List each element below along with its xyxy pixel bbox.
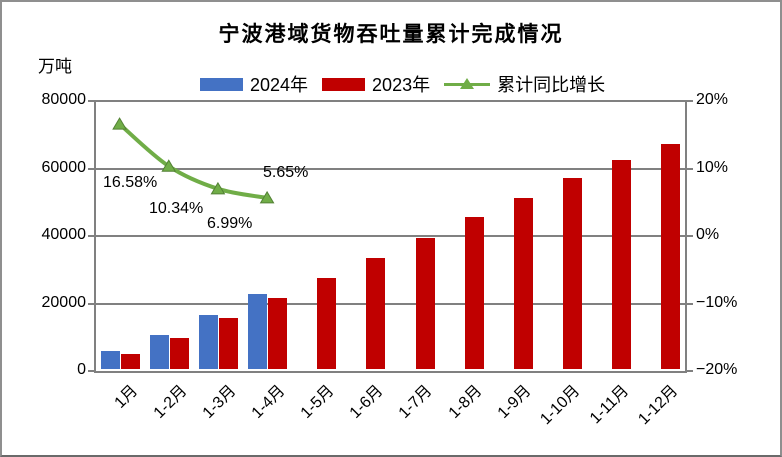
x-axis-label: 1-10月 bbox=[537, 382, 584, 429]
legend-item-growth: 累计同比增长 bbox=[444, 71, 605, 97]
y-axis-tick-label: 40000 bbox=[41, 226, 87, 243]
left-axis-unit-label: 万吨 bbox=[38, 57, 72, 76]
gridline bbox=[95, 302, 685, 305]
x-axis-label: 1-3月 bbox=[199, 382, 240, 422]
x-axis-label: 1-12月 bbox=[635, 382, 682, 429]
right-axis-tick bbox=[687, 370, 693, 372]
y-axis-tick-label: 60000 bbox=[41, 158, 87, 176]
gridline bbox=[95, 167, 685, 170]
legend-item-2024: 2024年 bbox=[200, 71, 308, 97]
bar-2023 bbox=[120, 353, 140, 369]
x-axis-label: 1-11月 bbox=[587, 382, 633, 428]
bar-2024 bbox=[100, 350, 120, 369]
growth-data-label: 6.99% bbox=[207, 215, 253, 232]
gridline bbox=[95, 235, 685, 237]
x-axis-label: 1-6月 bbox=[346, 382, 387, 422]
growth-data-label: 5.65% bbox=[263, 164, 309, 181]
bar-2024 bbox=[248, 294, 268, 369]
legend-swatch-2023 bbox=[322, 77, 366, 91]
left-axis-tick bbox=[88, 100, 94, 102]
right-axis-tick-label: −10% bbox=[696, 293, 738, 311]
triangle-up-icon bbox=[460, 78, 475, 89]
bar-2023 bbox=[317, 277, 337, 369]
right-axis-tick bbox=[687, 100, 693, 102]
legend: 2024年 2023年 累计同比增长 bbox=[200, 71, 605, 97]
bar-2023 bbox=[218, 318, 238, 369]
x-axis-label: 1-4月 bbox=[248, 382, 289, 422]
legend-line-triangle-marker bbox=[444, 77, 491, 91]
legend-label-growth: 累计同比增长 bbox=[497, 75, 606, 95]
growth-data-label: 16.58% bbox=[103, 174, 158, 191]
x-axis-label: 1-5月 bbox=[297, 382, 338, 422]
bar-2023 bbox=[513, 197, 533, 369]
right-axis-tick bbox=[687, 302, 693, 305]
left-axis-tick bbox=[88, 302, 94, 305]
right-axis-tick-label: 0% bbox=[696, 226, 720, 243]
bar-2024 bbox=[198, 314, 218, 369]
left-axis-tick bbox=[88, 167, 94, 170]
x-axis-label: 1-8月 bbox=[445, 382, 486, 422]
bar-2023 bbox=[563, 177, 583, 369]
right-axis-tick-label: 10% bbox=[696, 158, 729, 176]
right-axis-tick bbox=[687, 167, 693, 170]
bar-2023 bbox=[661, 143, 681, 369]
bar-2023 bbox=[612, 160, 632, 369]
x-axis-label: 1月 bbox=[111, 382, 141, 412]
left-axis-tick bbox=[88, 370, 94, 372]
legend-label-2023: 2023年 bbox=[372, 75, 431, 95]
right-axis-tick-label: −20% bbox=[696, 361, 738, 378]
y-axis-tick-label: 80000 bbox=[41, 91, 87, 108]
bar-2023 bbox=[268, 298, 288, 369]
bar-2023 bbox=[464, 217, 484, 369]
y-axis-tick-label: 0 bbox=[77, 361, 86, 378]
y-axis-tick-label: 20000 bbox=[41, 293, 87, 311]
growth-data-label: 10.34% bbox=[149, 200, 204, 217]
bar-2023 bbox=[415, 237, 435, 369]
x-axis-label: 1-9月 bbox=[494, 382, 535, 422]
legend-item-2023: 2023年 bbox=[322, 71, 430, 97]
bar-2024 bbox=[149, 334, 169, 369]
legend-label-2024: 2024年 bbox=[250, 75, 309, 95]
bar-2023 bbox=[169, 338, 189, 369]
left-axis-tick bbox=[88, 235, 94, 237]
right-axis-tick-label: 20% bbox=[696, 91, 729, 108]
right-axis-tick bbox=[687, 235, 693, 237]
bar-2023 bbox=[366, 257, 386, 369]
x-axis-label: 1-2月 bbox=[150, 382, 191, 422]
x-axis-label: 1-7月 bbox=[396, 382, 436, 422]
legend-swatch-2024 bbox=[200, 77, 243, 91]
chart-title: 宁波港域货物吞吐量累计完成情况 bbox=[218, 23, 564, 46]
